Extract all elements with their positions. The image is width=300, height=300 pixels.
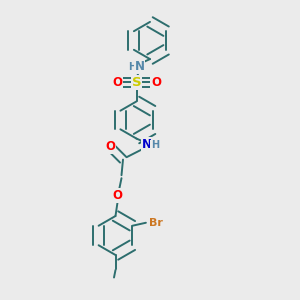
Text: N: N [142, 138, 152, 151]
Text: O: O [112, 189, 122, 202]
Text: N: N [134, 60, 145, 73]
Text: Br: Br [149, 218, 163, 228]
Text: H: H [151, 140, 159, 151]
Text: O: O [105, 140, 115, 153]
Text: O: O [112, 76, 122, 89]
Text: O: O [151, 76, 161, 89]
Text: S: S [132, 76, 141, 89]
Text: H: H [128, 61, 136, 72]
